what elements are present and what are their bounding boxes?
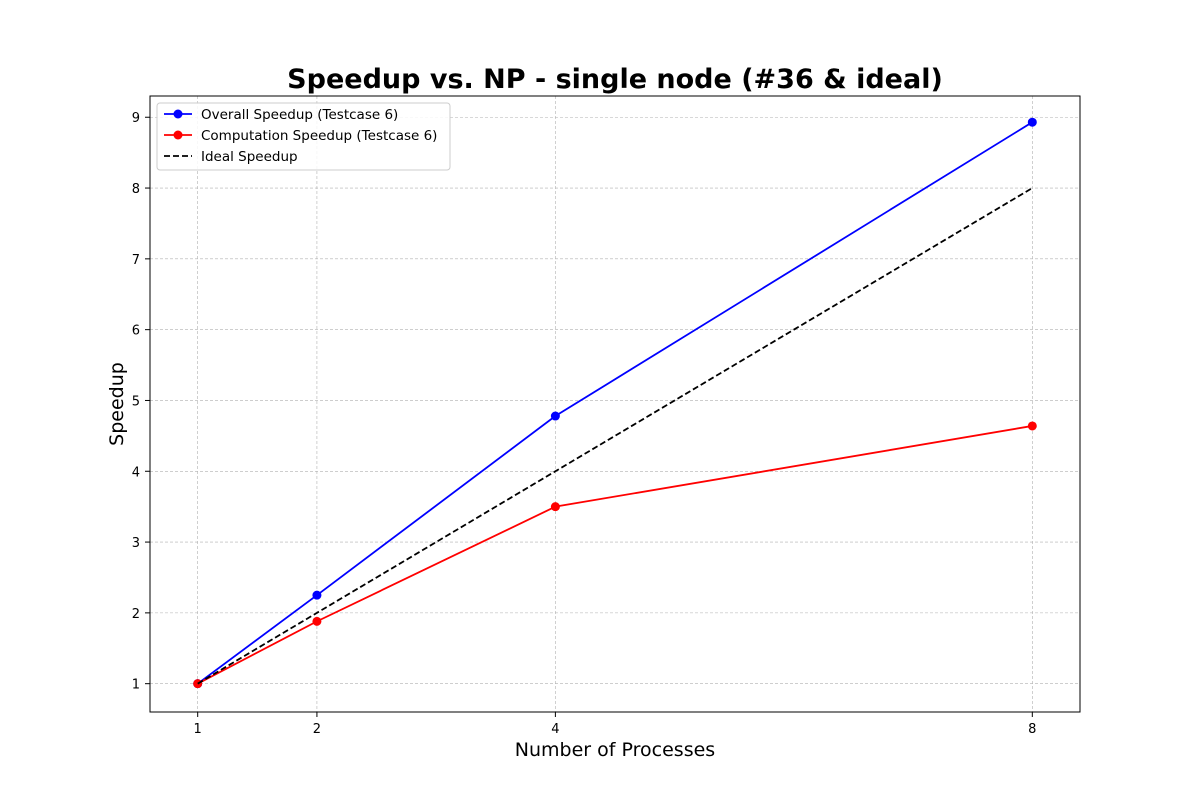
- series-line-overall-speedup-testcase-6: [197, 121, 1033, 685]
- y-axis-label: Speedup: [106, 362, 128, 446]
- y-tick-label: 2: [132, 607, 140, 622]
- data-point-computation-speedup-testcase-6: [1027, 421, 1037, 431]
- y-tick-label: 7: [132, 253, 140, 268]
- legend-box: [156, 102, 451, 171]
- series-line-ideal-speedup: [197, 187, 1033, 685]
- legend: Overall Speedup (Testcase 6) Computation …: [156, 102, 451, 171]
- y-tick-label: 4: [132, 465, 140, 480]
- data-point-computation-speedup-testcase-6: [312, 616, 322, 626]
- data-point-computation-speedup-testcase-6: [550, 502, 560, 512]
- x-axis-label: Number of Processes: [515, 739, 715, 761]
- y-tick-label: 3: [132, 536, 140, 551]
- x-tick-label: 2: [313, 722, 321, 737]
- x-tick-label: 8: [1028, 722, 1036, 737]
- chart-title: Speedup vs. NP - single node (#36 & idea…: [287, 64, 943, 95]
- y-tick-label: 8: [132, 182, 140, 197]
- series-line-computation-speedup-testcase-6: [197, 425, 1033, 685]
- y-tick-label: 1: [132, 678, 140, 693]
- y-tick-label: 6: [132, 324, 140, 339]
- legend-label: Overall Speedup (Testcase 6): [201, 107, 398, 123]
- series-layer: [193, 117, 1037, 689]
- x-tick-label: 1: [194, 722, 202, 737]
- data-point-overall-speedup-testcase-6: [312, 590, 322, 600]
- y-tick-label: 9: [132, 111, 140, 126]
- legend-marker: [173, 109, 183, 119]
- y-tick-label: 5: [132, 394, 140, 409]
- legend-marker: [173, 130, 183, 140]
- data-point-overall-speedup-testcase-6: [1027, 117, 1037, 127]
- plot-area-frame: [149, 95, 1081, 713]
- data-point-overall-speedup-testcase-6: [550, 411, 560, 421]
- legend-label: Ideal Speedup: [201, 149, 298, 165]
- grid-lines: [150, 96, 1080, 712]
- x-tick-label: 4: [551, 722, 559, 737]
- legend-label: Computation Speedup (Testcase 6): [201, 128, 437, 144]
